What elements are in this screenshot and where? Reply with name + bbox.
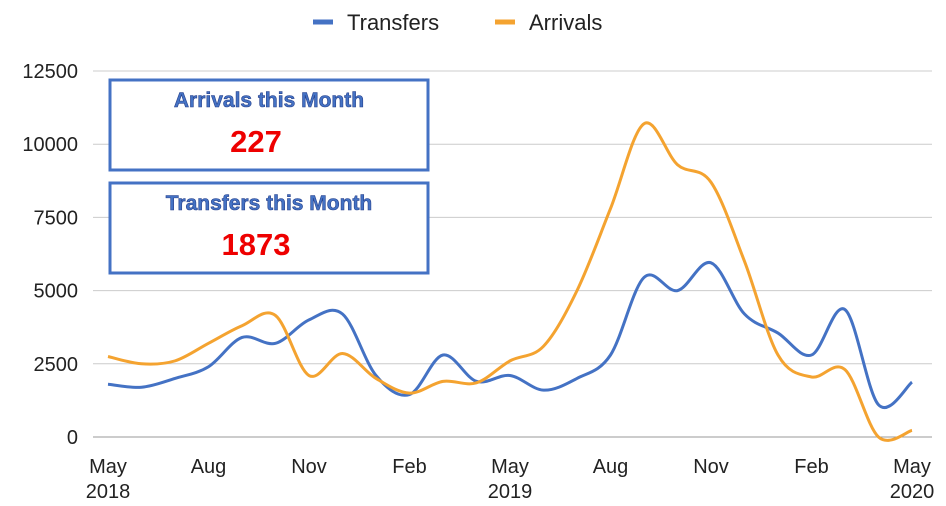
annotation-value: 227 — [230, 124, 282, 159]
annotation-box — [108, 181, 430, 275]
x-tick-label: Feb — [794, 456, 828, 478]
x-tick-label: Aug — [593, 456, 629, 478]
x-tick-label: May 2020 — [890, 456, 935, 503]
annotation-title: Arrivals this Month — [174, 89, 364, 112]
legend-label: Transfers — [347, 10, 439, 35]
y-tick-label: 7500 — [34, 207, 79, 229]
x-tick-label: May 2019 — [488, 456, 533, 503]
y-tick-label: 2500 — [34, 354, 79, 376]
y-tick-label: 0 — [67, 427, 78, 449]
x-tick-label: Nov — [693, 456, 729, 478]
legend-label: Arrivals — [529, 10, 602, 35]
x-tick-label: Nov — [291, 456, 327, 478]
series-line — [107, 121, 913, 442]
annotation-value: 1873 — [222, 227, 291, 262]
y-tick-label: 10000 — [22, 134, 78, 156]
series-line — [107, 261, 914, 409]
annotation-title: Transfers this Month — [166, 192, 373, 215]
y-tick-label: 5000 — [34, 281, 79, 303]
y-tick-label: 12500 — [22, 61, 78, 83]
annotation-box — [108, 78, 430, 172]
x-tick-label: May 2018 — [86, 456, 131, 503]
x-tick-label: Aug — [191, 456, 227, 478]
x-tick-label: Feb — [392, 456, 426, 478]
